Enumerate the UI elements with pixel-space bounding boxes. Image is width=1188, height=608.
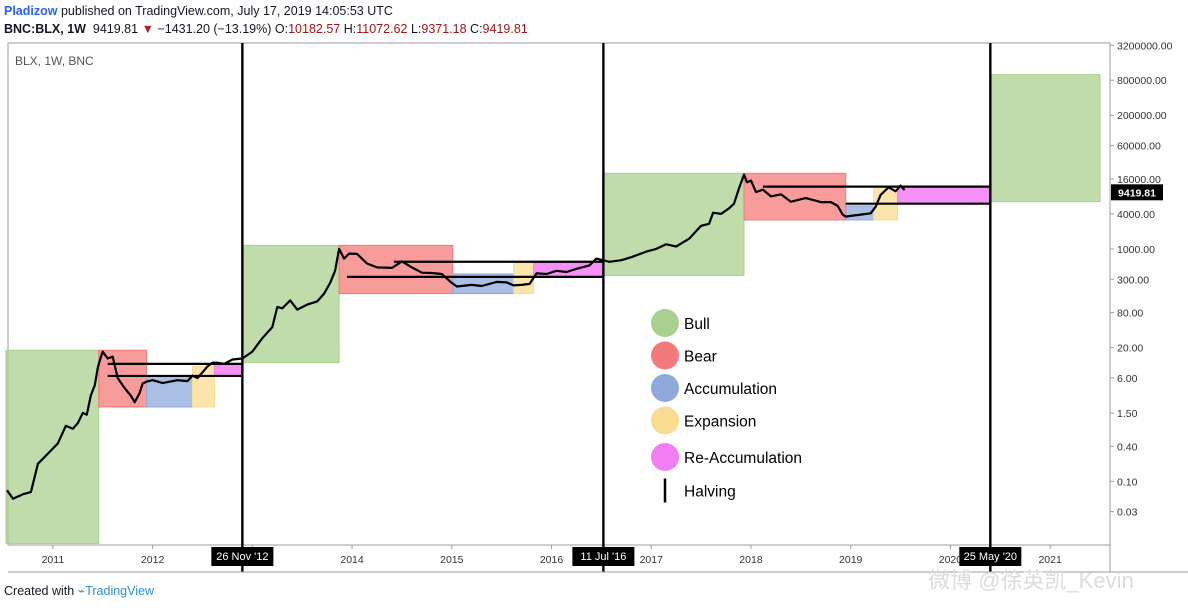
price-line <box>6 173 906 500</box>
phase-box-reaccumulation <box>213 363 243 377</box>
y-tick-label: 0.40 <box>1117 441 1138 453</box>
y-tick-label: 16000.00 <box>1117 174 1161 186</box>
symbol-label: BNC:BLX, 1W <box>4 22 86 36</box>
y-tick-label: 0.03 <box>1117 507 1138 519</box>
last-price-label: 9419.81 <box>1118 187 1156 199</box>
open-label: O: <box>274 22 289 36</box>
y-tick-label: 800000.00 <box>1117 75 1167 87</box>
y-tick-label: 3200000.00 <box>1117 40 1173 52</box>
ohlc-bar: BNC:BLX, 1W 9419.81 ▼ −1431.20 (−13.19%)… <box>4 22 528 36</box>
y-tick-label: 0.10 <box>1117 476 1138 488</box>
y-tick-label: 60000.00 <box>1117 141 1161 153</box>
x-tick-label: 2017 <box>640 554 664 566</box>
legend-label-reaccumulation: Re-Accumulation <box>684 450 802 467</box>
legend-swatch-reaccumulation <box>651 443 679 471</box>
x-tick-label: 2016 <box>540 554 564 566</box>
legend: Bull Bear Accumulation Expansion Re-Accumula… <box>651 309 802 503</box>
low-value: 9371.18 <box>421 22 467 36</box>
legend-label-accumulation: Accumulation <box>684 381 777 398</box>
legend-swatch-bear <box>651 341 679 370</box>
watermark: 微博 @徐英凯_Kevin <box>928 568 1134 593</box>
author-link[interactable]: Pladizow <box>4 4 58 18</box>
footer: Created with ⌁TradingView <box>4 583 154 598</box>
y-tick-label: 1.50 <box>1117 408 1138 420</box>
x-tick-label: 2019 <box>839 554 863 566</box>
halving-date-label: 25 May '20 <box>964 551 1017 563</box>
halving-date-tag <box>572 547 635 566</box>
legend-label-halving: Halving <box>684 484 736 501</box>
x-tick-label: 2021 <box>1038 554 1062 566</box>
legend-label-expansion: Expansion <box>684 414 756 431</box>
legend-label-bear: Bear <box>684 349 717 366</box>
publish-info: Pladizow published on TradingView.com, J… <box>4 4 393 18</box>
published-text: published on TradingView.com, July 17, 2… <box>60 4 393 18</box>
phase-box-bear <box>338 244 454 295</box>
x-tick-label: 2018 <box>739 554 763 566</box>
phase-box-reaccumulation <box>897 185 991 205</box>
last-price: 9419.81 <box>92 22 139 36</box>
phase-box-bear <box>743 172 847 221</box>
x-tick-label: 2014 <box>340 554 364 566</box>
halving-date-label: 11 Jul '16 <box>580 551 626 563</box>
y-tick-label: 80.00 <box>1117 308 1143 320</box>
high-value: 11072.62 <box>356 22 408 36</box>
y-tick-label: 6.00 <box>1117 373 1138 385</box>
legend-swatch-bull <box>651 309 679 337</box>
tradingview-logo-icon[interactable]: ⌁ <box>77 584 86 598</box>
low-label: L: <box>410 22 422 36</box>
legend-label-bull: Bull <box>684 316 710 333</box>
halving-date-label: 26 Nov '12 <box>216 551 268 563</box>
open-value: 10182.57 <box>288 22 341 36</box>
last-price-tag <box>1111 184 1163 201</box>
legend-swatch-accumulation <box>651 374 679 402</box>
halving-date-tag <box>211 547 274 566</box>
close-label: C: <box>470 22 483 36</box>
y-tick-label: 20.00 <box>1117 343 1143 355</box>
down-arrow-icon: ▼ <box>141 22 154 36</box>
tradingview-link[interactable]: TradingView <box>85 584 154 598</box>
price-change: −1431.20 (−13.19%) <box>157 22 272 36</box>
plot-frame <box>7 42 1111 546</box>
x-tick-label: 2012 <box>141 554 165 566</box>
phase-box-bear <box>98 349 148 408</box>
x-tick-label: 2020 <box>939 554 963 566</box>
y-tick-label: 200000.00 <box>1117 110 1167 122</box>
x-tick-label: 2015 <box>440 554 464 566</box>
close-value: 9419.81 <box>482 22 528 36</box>
created-with-text: Created with <box>4 584 75 598</box>
phase-box-expansion <box>513 262 535 295</box>
halving-date-tag <box>959 547 1022 566</box>
phase-box-bull <box>989 74 1101 203</box>
y-tick-label: 1000.00 <box>1117 244 1155 256</box>
legend-swatch-expansion <box>651 406 679 435</box>
y-tick-label: 4000.00 <box>1117 209 1155 221</box>
y-tick-label: 300.00 <box>1117 274 1149 286</box>
x-tick-label: 2011 <box>42 554 65 566</box>
phase-box-bull <box>5 349 100 544</box>
high-label: H: <box>343 22 357 36</box>
chart-title: BLX, 1W, BNC <box>15 54 94 68</box>
